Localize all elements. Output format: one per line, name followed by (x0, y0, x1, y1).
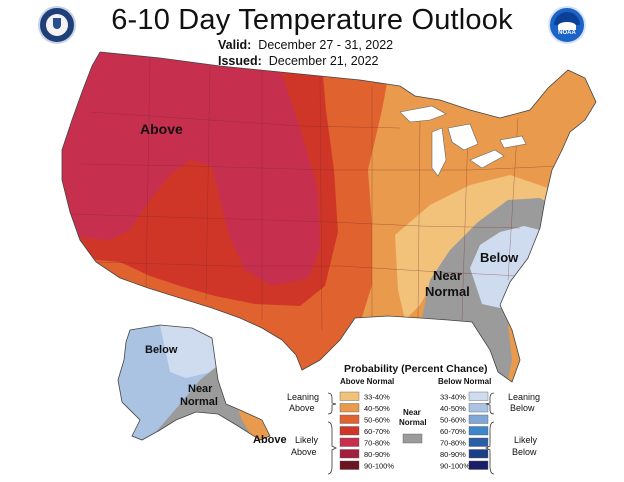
legend-below-header: Below Normal (438, 377, 491, 386)
state-borders (69, 57, 561, 331)
legend-below-label-1: 40-50% (440, 404, 466, 413)
conus-above-label: Above (140, 121, 183, 137)
legend-below-label-0: 33-40% (440, 393, 466, 402)
us-department-of-commerce-seal-icon (38, 6, 76, 44)
conus-outline (61, 51, 597, 383)
legend-above-swatch-0 (339, 391, 360, 401)
legend-below-label-2: 50-60% (440, 416, 466, 425)
valid-dates: Valid: December 27 - 31, 2022 (218, 38, 393, 52)
legend-below-swatch-3 (468, 426, 489, 436)
legend-likely-below-line1: Likely (514, 435, 538, 445)
legend-above-label-4: 70-80% (364, 439, 390, 448)
legend-below-swatch-4 (468, 437, 489, 447)
legend-above-column: 33-40% 40-50% 50-60% 60-70% 70-80% 80-90% 90-1… (339, 391, 394, 471)
page-title: 6-10 Day Temperature Outlook (111, 4, 513, 36)
legend-leaning-below-line2: Below (510, 403, 535, 413)
issued-date: Issued: December 21, 2022 (218, 54, 379, 68)
leaning-below-bracket (485, 392, 495, 415)
issued-label: Issued: (218, 54, 262, 68)
legend-below-swatch-6 (468, 460, 489, 470)
alaska-outline (117, 324, 271, 441)
legend-above-swatch-2 (339, 414, 360, 424)
alaska-near-normal-label-line2: Normal (180, 396, 218, 408)
likely-below-bracket (485, 421, 495, 475)
legend-above-label-5: 80-90% (364, 450, 390, 459)
legend-below-swatch-1 (468, 403, 489, 413)
legend-below-swatch-0 (468, 391, 489, 401)
legend-below-label-5: 80-90% (440, 450, 466, 459)
legend-below-label-4: 70-80% (440, 439, 466, 448)
leaning-above-bracket (327, 392, 337, 415)
legend-above-label-0: 33-40% (364, 393, 390, 402)
legend-below-swatch-2 (468, 414, 489, 424)
legend-above-swatch-1 (339, 403, 360, 413)
legend-near-normal-swatch (402, 433, 423, 444)
legend-likely-above-line1: Likely (295, 435, 319, 445)
conus-map (62, 52, 596, 382)
noaa-logo-text: NOAA (558, 30, 576, 36)
legend-above-swatch-3 (339, 426, 360, 436)
legend-above-swatch-4 (339, 437, 360, 447)
alaska-near-normal-label-line1: Near (188, 383, 213, 395)
legend-likely-below-line2: Below (512, 447, 537, 457)
legend-near-normal-line2: Normal (399, 418, 427, 427)
legend-near-normal-line1: Near (403, 408, 421, 417)
legend-leaning-below-line1: Leaning (508, 392, 540, 402)
legend-above-label-1: 40-50% (364, 404, 390, 413)
legend-leaning-above-line1: Leaning (287, 392, 319, 402)
valid-value: December 27 - 31, 2022 (258, 38, 394, 52)
legend-leaning-above-line2: Above (289, 403, 315, 413)
above-70-80-region (62, 52, 320, 286)
legend-below-swatch-5 (468, 449, 489, 459)
legend-above-swatch-6 (339, 460, 360, 470)
alaska-above-label: Above (253, 434, 287, 446)
legend-above-swatch-5 (339, 449, 360, 459)
valid-label: Valid: (218, 38, 252, 52)
great-lakes (399, 105, 527, 177)
alaska-above-region (236, 404, 270, 440)
legend-above-label-2: 50-60% (364, 416, 390, 425)
legend-title: Probability (Percent Chance) (344, 363, 488, 375)
legend-above-header: Above Normal (340, 377, 394, 386)
alaska-below-label: Below (145, 344, 178, 356)
legend-below-label-6: 90-100% (440, 462, 470, 471)
legend-below-label-3: 60-70% (440, 427, 466, 436)
legend-likely-above-line2: Above (291, 447, 317, 457)
noaa-logo-icon: NOAA (548, 6, 586, 44)
issued-value: December 21, 2022 (268, 54, 379, 68)
legend: Probability (Percent Chance) Above Norma… (287, 363, 540, 475)
legend-below-column: 33-40% 40-50% 50-60% 60-70% 70-80% 80-90% 90-1… (440, 391, 489, 471)
legend-above-label-6: 90-100% (364, 462, 394, 471)
legend-above-label-3: 60-70% (364, 427, 390, 436)
likely-above-bracket (327, 421, 337, 475)
conus-below-label: Below (480, 250, 519, 265)
conus-near-normal-label-line1: Near (433, 268, 462, 283)
conus-near-normal-label-line2: Normal (425, 284, 470, 299)
